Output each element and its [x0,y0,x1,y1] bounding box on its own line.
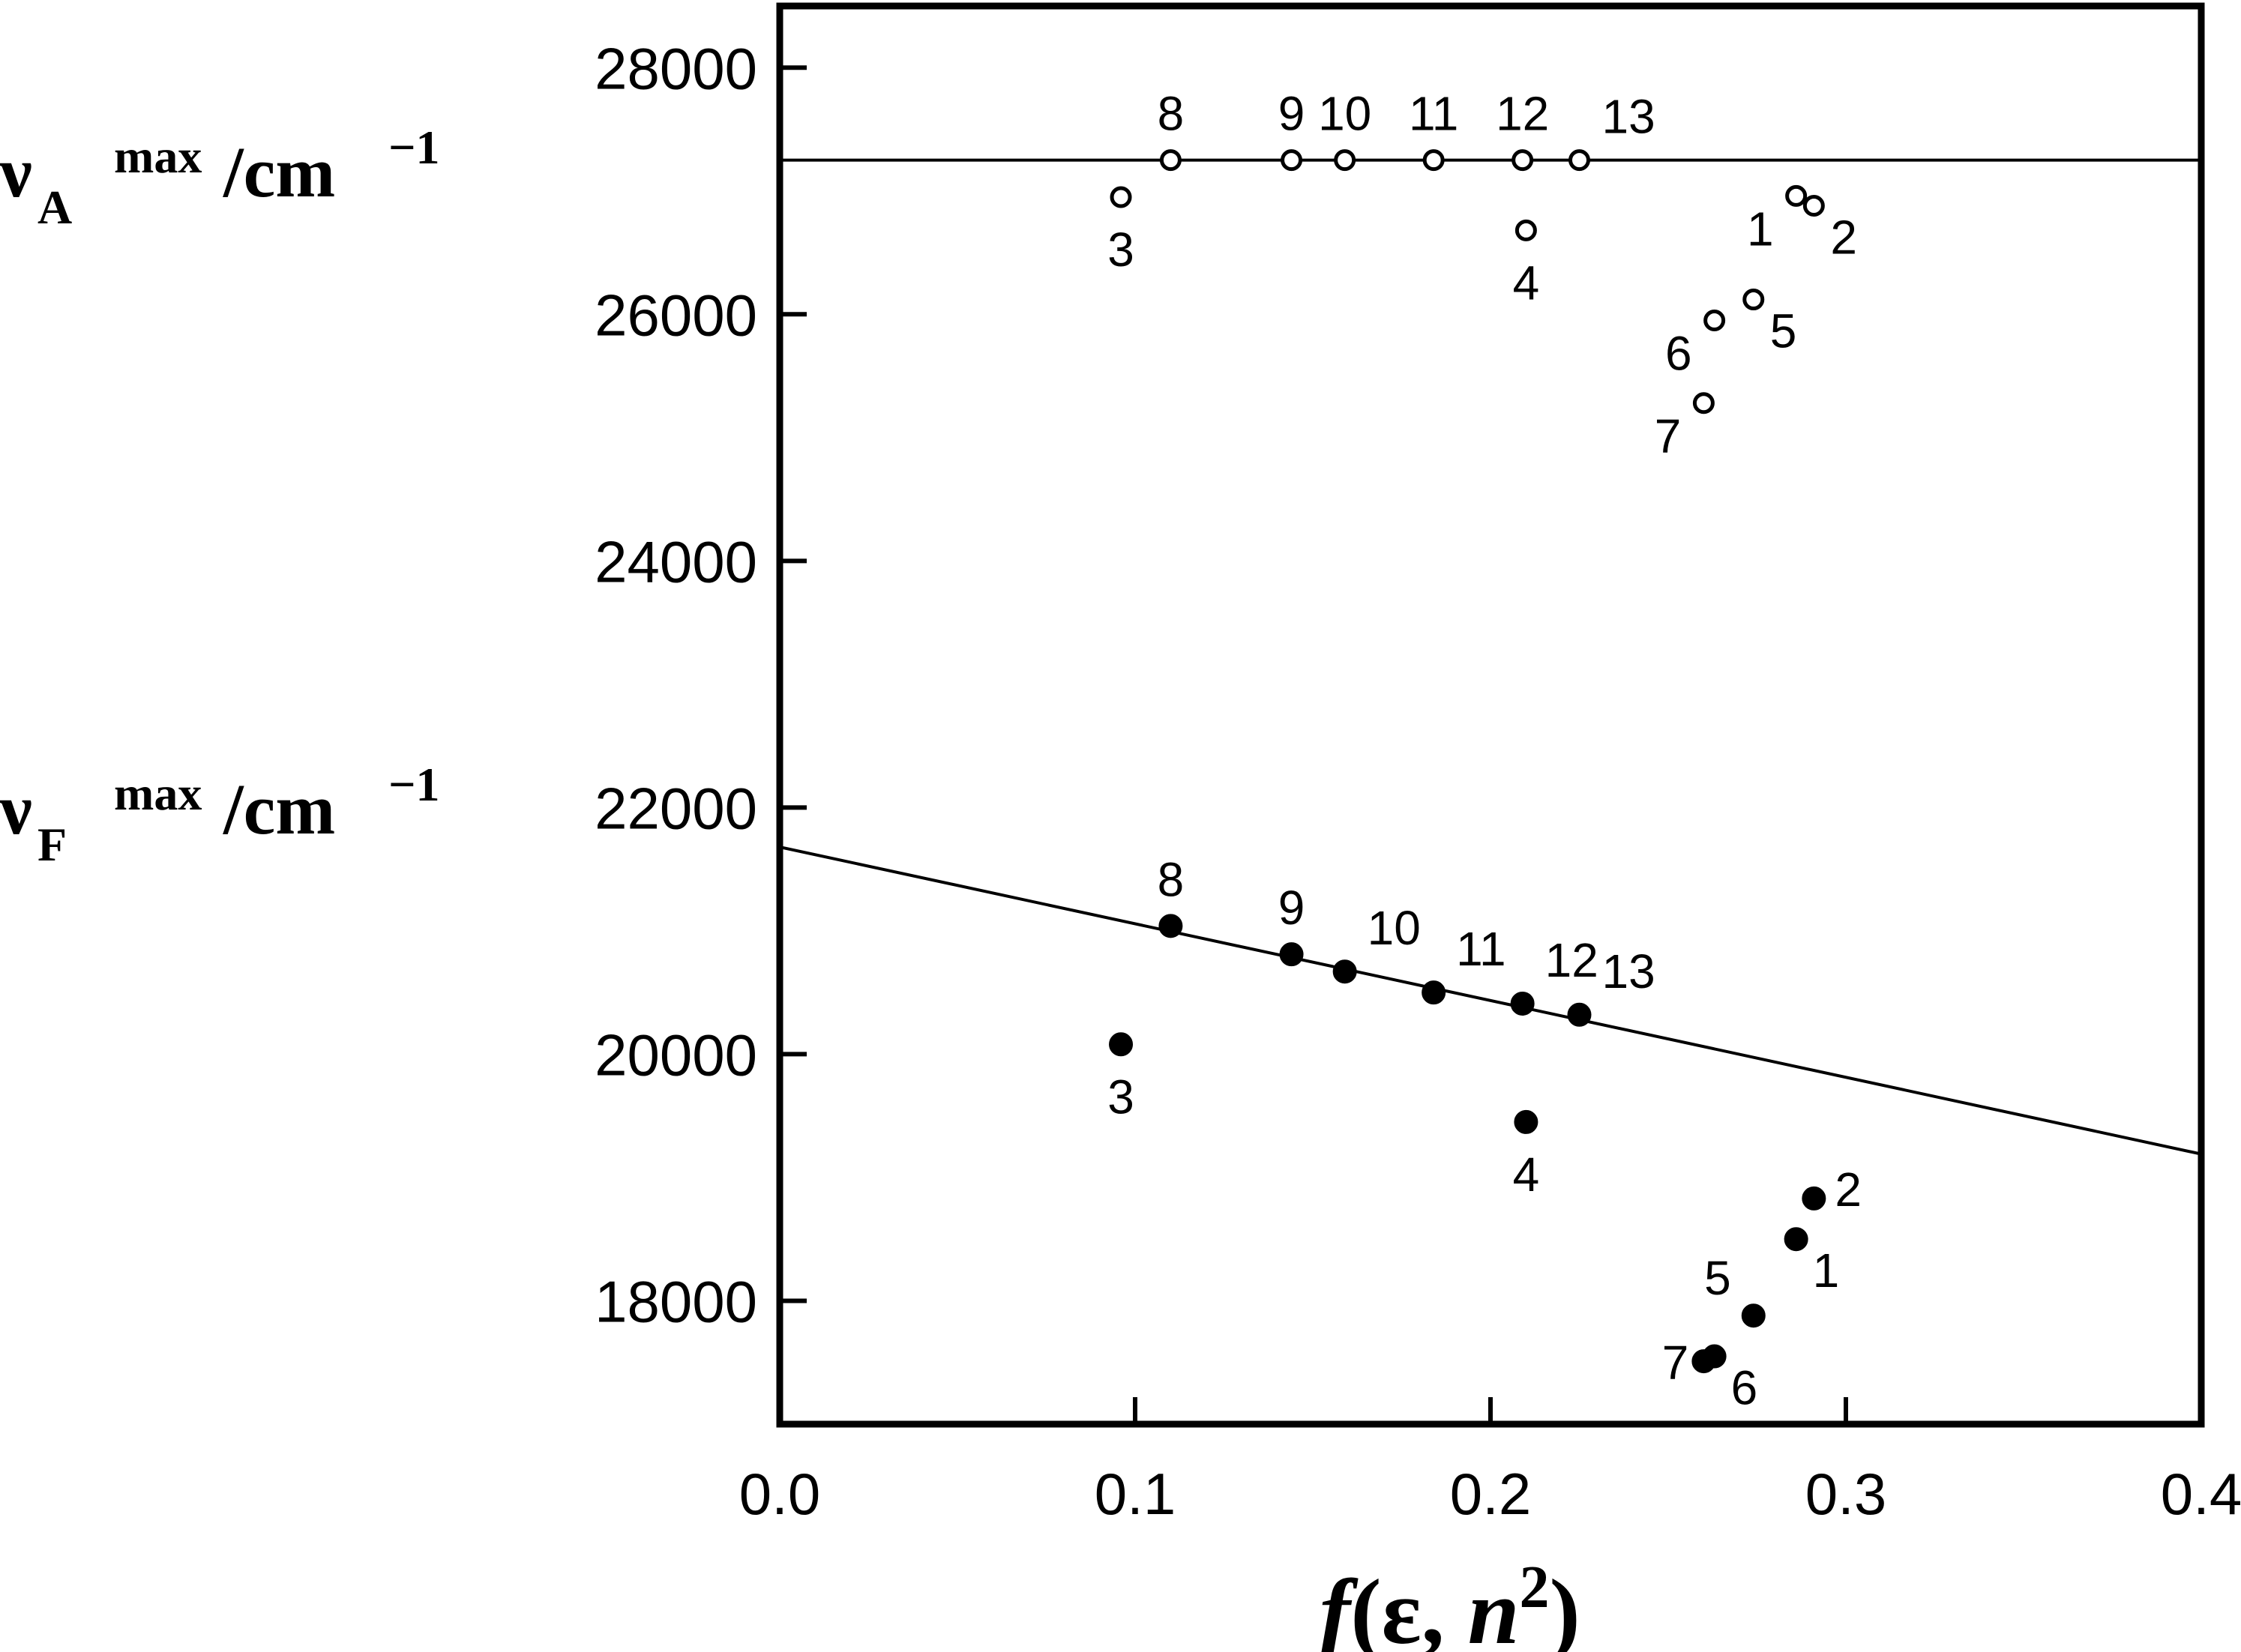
absorption-point-4 [1514,219,1537,241]
fluorescence-point-8 [1158,914,1183,938]
y-tick-label: 26000 [595,282,757,348]
fluorescence-point-label: 10 [1368,901,1421,955]
fluorescence-point-label: 4 [1513,1148,1540,1202]
absorption-point-label: 4 [1513,256,1540,310]
plot-frame [776,2,2205,1428]
fluorescence-point-10 [1332,959,1357,984]
fluorescence-point-7 [1691,1349,1716,1374]
absorption-point-3 [1110,186,1132,208]
absorption-point-label: 5 [1770,304,1797,358]
fluorescence-point-1 [1784,1227,1808,1252]
ylabel-exponent: −1 [388,758,439,811]
absorption-point-label: 7 [1655,409,1682,463]
absorption-point-label: 8 [1158,87,1185,141]
ylabel-nu: ν [0,769,32,849]
y-tick-label: 20000 [595,1022,757,1088]
x-tick-label: 0.4 [2161,1461,2241,1527]
x-title-open: ( [1350,1561,1381,1652]
ylabel-nu: ν [0,132,32,212]
absorption-point-2 [1802,195,1825,217]
absorption-point-label: 9 [1278,87,1305,141]
x-tick-label: 0.1 [1095,1461,1176,1527]
x-title-epsilon: ε [1382,1561,1422,1652]
absorption-point-label: 11 [1409,87,1458,141]
absorption-point-label: 13 [1602,90,1655,144]
fluorescence-point-3 [1109,1032,1134,1057]
ylabel-unit: /cm [223,132,335,212]
y-tick-label: 28000 [595,35,757,101]
absorption-point-8 [1159,149,1182,172]
fluorescence-point-label: 11 [1456,922,1505,976]
fluorescence-point-label: 6 [1731,1361,1758,1415]
fluorescence-point-label: 9 [1278,881,1305,935]
absorption-point-11 [1422,149,1445,172]
absorption-point-label: 2 [1830,211,1857,265]
absorption-point-12 [1511,149,1534,172]
ylabel-unit: /cm [223,769,335,849]
fluorescence-point-label: 8 [1158,852,1185,906]
absorption-point-label: 10 [1318,87,1371,141]
x-title-sep: , [1422,1561,1468,1652]
fluorescence-point-label: 12 [1545,933,1598,987]
x-title-close: ) [1550,1561,1580,1652]
fluorescence-point-12 [1510,991,1535,1016]
ylabel-exponent: −1 [388,121,439,174]
axes-layer: 18000 20000 22000 24000 26000 28000 0.0 0.1 0.2 0… [595,2,2241,1527]
ylabel-superscript: max [114,130,202,183]
absorption-point-label: 6 [1665,327,1692,381]
data-points [1109,149,1826,1374]
absorption-point-1 [1785,184,1808,207]
x-axis-title: f(ε, n2) [1320,1555,1580,1652]
fluorescence-fit-line [780,845,2201,1156]
fluorescence-point-5 [1741,1303,1766,1328]
x-tick-label: 0.3 [1805,1461,1886,1527]
absorption-point-13 [1568,149,1590,172]
absorption-point-label: 3 [1107,223,1134,277]
ylabel-superscript: max [114,767,202,820]
y-tick-label: 18000 [595,1268,757,1334]
ylabel-subscript: F [37,818,67,871]
fluorescence-point-label: 13 [1602,944,1655,998]
absorption-point-10 [1334,149,1356,172]
absorption-point-7 [1692,392,1715,414]
fluorescence-point-label: 2 [1835,1163,1862,1217]
y-tick-label: 22000 [595,775,757,841]
absorption-point-label: 1 [1747,202,1774,256]
fluorescence-point-4 [1514,1109,1538,1134]
x-title-power: 2 [1520,1555,1550,1621]
ylabel-subscript: A [37,181,72,234]
absorption-point-9 [1281,149,1303,172]
x-tick-label: 0.0 [739,1461,820,1527]
x-tick-label: 0.2 [1450,1461,1531,1527]
fluorescence-point-9 [1279,942,1304,967]
fluorescence-point-label: 5 [1704,1251,1731,1305]
fluorescence-point-2 [1802,1186,1826,1211]
absorption-point-6 [1703,310,1726,332]
y-tick-label: 24000 [595,528,757,594]
x-title-n: n [1468,1561,1520,1652]
fluorescence-point-11 [1422,980,1446,1005]
fit-lines [780,158,2201,1156]
fluorescence-point-label: 1 [1813,1243,1840,1297]
absorption-point-5 [1742,289,1765,311]
fluorescence-point-label: 3 [1107,1070,1134,1124]
fluorescence-point-13 [1567,1002,1592,1027]
absorption-point-label: 12 [1496,87,1549,141]
fluorescence-point-label: 7 [1662,1336,1689,1390]
